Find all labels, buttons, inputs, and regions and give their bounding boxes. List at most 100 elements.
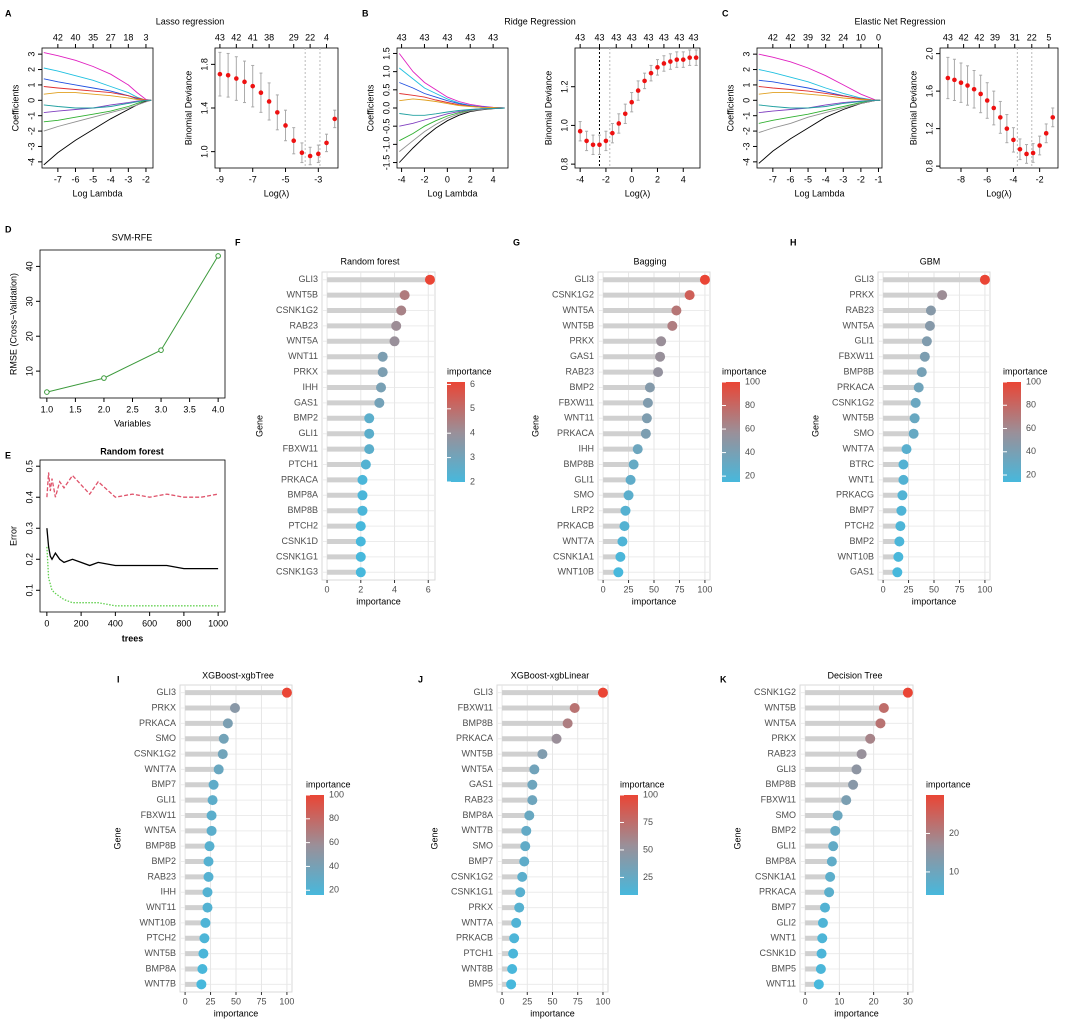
x-tick-label: 25 [522,996,532,1006]
top-tick-label: 43 [465,32,475,42]
y-tick-label: -4 [26,158,36,166]
x-axis-label: importance [834,1008,879,1018]
top-tick-label: 42 [974,32,984,42]
top-tick-label: 24 [838,32,848,42]
deviance-point [217,71,223,77]
top-tick-label: 43 [594,32,604,42]
coef-line [43,99,152,166]
plot-frame [41,47,154,169]
category-label: PRKX [293,366,318,376]
y-axis-label: Coefficients [365,84,375,131]
chart-title: Bagging [633,256,666,266]
deviance-point [1004,126,1010,131]
lollipop-dot [355,521,366,532]
x-tick-label: 3.0 [155,404,168,414]
lollipop-dot [924,320,935,331]
lollipop-dot [364,444,375,455]
lollipop-dot [910,397,921,408]
deviance-point [958,80,964,85]
category-label: PRKACA [557,428,594,438]
panel-letter: G [513,237,520,247]
category-label: FBXW11 [283,443,318,453]
top-tick-label: 22 [1027,32,1037,42]
deviance-point [307,153,313,159]
lollipop-dot [529,764,540,775]
panel: H GBM 0 25 50 75 100 GLI3 PRKX RAB23 WNT5A GLI1 FBXW… [790,237,1048,606]
x-tick-label: 4 [491,174,496,184]
panel: I XGBoost-xgbTree 0 25 50 75 100 GLI3 PRKX PRKACA… [112,670,350,1018]
colorbar [306,795,324,895]
category-label: WNT5B [145,948,177,958]
plot-background [799,684,914,993]
deviance-point [1043,131,1049,136]
lollipop-dot [620,505,631,516]
deviance-point [610,130,615,136]
y-tick-label: 0.4 [24,491,34,504]
category-label: WNT8B [462,963,494,973]
colorbar-tick-label: 4 [470,428,475,438]
lollipop-dot [506,979,517,990]
rmse-point [158,347,164,353]
lollipop-dot [902,687,913,698]
coef-line [758,53,881,101]
y-tick-label: 40 [24,261,34,271]
chart-title: Ridge Regression [504,16,576,26]
category-label: FBXW11 [761,795,796,805]
category-label: RAB23 [845,305,874,315]
category-label: PRKX [569,336,594,346]
category-label: FBXW11 [141,810,176,820]
plot-frame [939,47,1059,169]
panel: J XGBoost-xgbLinear 0 25 50 75 100 GLI3 FBXW11 BM… [418,670,665,1018]
y-axis-label: Coefficients [10,84,20,131]
coef-line [758,99,881,109]
colorbar-tick-label: 20 [949,828,959,838]
deviance-point [971,86,977,92]
lollipop-dot [222,718,233,729]
lollipop-dot [817,917,828,928]
colorbar-tick-label: 100 [745,376,760,386]
x-tick-label: -7 [54,174,62,184]
category-label: FBXW11 [458,702,493,712]
x-tick-label: 1.0 [41,404,54,414]
x-axis-label: importance [912,596,957,606]
colorbar-tick-label: 100 [643,789,658,799]
y-axis-label: Coefficients [725,84,735,131]
x-tick-label: -2 [142,174,150,184]
x-axis-label: Log(λ) [986,188,1012,198]
colorbar [1003,382,1021,482]
category-label: PTCH2 [288,520,318,530]
lollipop-dot [825,871,836,882]
y-tick-label: 1.2 [924,122,934,135]
x-tick-label: 6 [426,584,431,594]
category-label: WNT5A [765,718,797,728]
category-label: SMO [573,490,594,500]
y-tick-label: 1.6 [924,85,934,98]
y-tick-label: 3 [26,52,36,57]
x-axis-label: Variables [114,418,151,428]
deviance-point [1037,143,1042,148]
category-label: BMP8B [843,366,874,376]
x-tick-label: 0 [325,584,330,594]
x-tick-label: 75 [954,584,964,594]
y-tick-label: -1.5 [381,155,391,171]
category-label: PRKX [849,289,874,299]
lollipop-dot [699,274,710,285]
lollipop-dot [898,459,909,470]
lollipop-dot [828,841,839,852]
coef-line [758,99,881,164]
lollipop-dot [377,351,388,362]
category-label: SMO [155,733,176,743]
lollipop-dot [671,305,682,316]
lollipop-dot [623,490,634,501]
lollipop-dot [896,505,907,516]
legend-title: importance [620,779,665,789]
top-tick-label: 43 [674,32,684,42]
top-tick-label: 5 [1046,32,1051,42]
x-tick-label: 400 [108,618,123,628]
top-tick-label: 43 [575,32,585,42]
x-tick-label: -5 [282,174,290,184]
category-label: CSNK1G1 [451,887,493,897]
x-tick-label: 100 [595,996,610,1006]
lollipop-dot [898,474,909,485]
